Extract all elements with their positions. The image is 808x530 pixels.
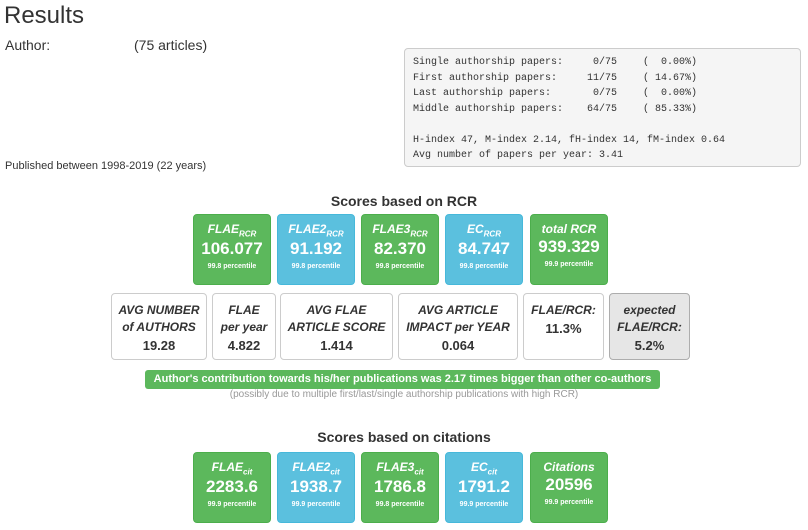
metric-expected-flae-rcr: expected FLAE/RCR: 5.2% xyxy=(609,293,690,360)
stats-row: Middle authorship papers: 64/75( 85.33%) xyxy=(413,103,697,115)
stats-row: First authorship papers: 11/75( 14.67%) xyxy=(413,72,697,84)
score-flae-cit: FLAEcit 2283.6 99.9 percentile xyxy=(193,452,271,523)
citations-section-title: Scores based on citations xyxy=(317,429,491,445)
score-flae3-cit: FLAE3cit 1786.8 99.8 percentile xyxy=(361,452,439,523)
score-flae2-rcr: FLAE2RCR 91.192 99.8 percentile xyxy=(277,214,355,285)
published-range: Published between 1998-2019 (22 years) xyxy=(5,160,207,172)
score-citations: Citations 20596 99.9 percentile xyxy=(530,452,608,523)
metric-avg-flae-article-score: AVG FLAE ARTICLE SCORE 1.414 xyxy=(280,293,393,360)
score-ec-rcr: ECRCR 84.747 99.8 percentile xyxy=(445,214,523,285)
metric-flae-per-year: FLAE per year 4.822 xyxy=(212,293,276,360)
avg-papers-line: Avg number of papers per year: 3.41 xyxy=(413,150,624,161)
page-title: Results xyxy=(4,2,85,29)
indices-line: H-index 47, M-index 2.14, fH-index 14, f… xyxy=(413,134,726,146)
score-ec-cit: ECcit 1791.2 99.9 percentile xyxy=(445,452,523,523)
score-total-rcr: total RCR 939.329 99.9 percentile xyxy=(530,214,608,285)
contribution-note: (possibly due to multiple first/last/sin… xyxy=(229,389,579,400)
score-flae3-rcr: FLAE3RCR 82.370 99.8 percentile xyxy=(361,214,439,285)
stats-row: Single authorship papers: 0/75( 0.00%) xyxy=(413,57,697,68)
metric-avg-authors: AVG NUMBER of AUTHORS 19.28 xyxy=(111,293,207,360)
article-count: (75 articles) xyxy=(134,37,208,53)
authorship-stats-box: Single authorship papers: 0/75( 0.00%) Fi… xyxy=(404,48,801,167)
author-label: Author: xyxy=(5,37,51,53)
stats-row: Last authorship papers: 0/75( 0.00%) xyxy=(413,88,697,99)
metric-flae-rcr: FLAE/RCR: 11.3% xyxy=(523,293,604,360)
score-flae-rcr: FLAERCR 106.077 99.8 percentile xyxy=(193,214,271,285)
metric-avg-article-impact: AVG ARTICLE IMPACT per YEAR 0.064 xyxy=(398,293,518,360)
score-flae2-cit: FLAE2cit 1938.7 99.9 percentile xyxy=(277,452,355,523)
rcr-section-title: Scores based on RCR xyxy=(330,193,478,209)
contribution-banner: Author's contribution towards his/her pu… xyxy=(145,370,660,389)
